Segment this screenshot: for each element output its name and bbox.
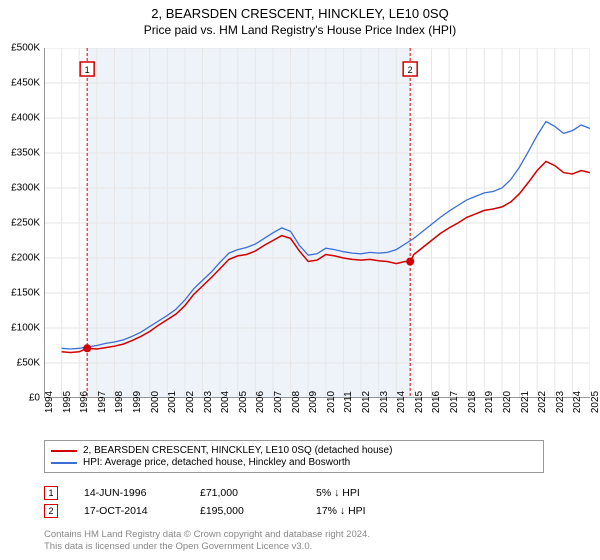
sale-row: 1 14-JUN-1996 £71,000 5% ↓ HPI [44, 486, 564, 500]
x-tick-label: 1999 [132, 391, 143, 413]
x-tick-label: 2005 [238, 391, 249, 413]
chart-subtitle: Price paid vs. HM Land Registry's House … [0, 23, 600, 37]
x-tick-label: 2014 [396, 391, 407, 413]
x-tick-label: 2006 [255, 391, 266, 413]
x-tick-label: 2003 [203, 391, 214, 413]
x-tick-label: 2021 [520, 391, 531, 413]
legend: 2, BEARSDEN CRESCENT, HINCKLEY, LE10 0SQ… [44, 440, 544, 473]
x-tick-label: 2025 [590, 391, 600, 413]
x-axis: 1994199519961997199819992000200120022003… [44, 398, 590, 438]
sale-date: 14-JUN-1996 [84, 487, 174, 499]
x-tick-label: 2009 [308, 391, 319, 413]
y-tick-label: £100K [11, 323, 40, 334]
legend-swatch [51, 450, 77, 452]
x-tick-label: 2002 [185, 391, 196, 413]
x-tick-label: 2013 [379, 391, 390, 413]
x-tick-label: 2007 [273, 391, 284, 413]
y-tick-label: £50K [17, 358, 40, 369]
sale-diff: 17% ↓ HPI [316, 505, 406, 517]
legend-label: HPI: Average price, detached house, Hinc… [83, 457, 350, 468]
x-tick-label: 1995 [62, 391, 73, 413]
x-tick-label: 2016 [431, 391, 442, 413]
x-tick-label: 2020 [502, 391, 513, 413]
x-tick-label: 2018 [467, 391, 478, 413]
legend-item: 2, BEARSDEN CRESCENT, HINCKLEY, LE10 0SQ… [51, 445, 537, 456]
y-tick-label: £250K [11, 218, 40, 229]
legend-label: 2, BEARSDEN CRESCENT, HINCKLEY, LE10 0SQ… [83, 445, 392, 456]
y-tick-label: £0 [29, 393, 40, 404]
x-tick-label: 2015 [414, 391, 425, 413]
sales-table: 1 14-JUN-1996 £71,000 5% ↓ HPI 2 17-OCT-… [44, 482, 564, 522]
sale-date: 17-OCT-2014 [84, 505, 174, 517]
line-chart: 12 [44, 48, 590, 398]
sale-row: 2 17-OCT-2014 £195,000 17% ↓ HPI [44, 504, 564, 518]
y-tick-label: £200K [11, 253, 40, 264]
x-tick-label: 2017 [449, 391, 460, 413]
y-tick-label: £400K [11, 113, 40, 124]
legend-swatch [51, 462, 77, 464]
x-tick-label: 2011 [343, 391, 354, 413]
x-tick-label: 1997 [97, 391, 108, 413]
x-tick-label: 2019 [484, 391, 495, 413]
y-tick-label: £500K [11, 43, 40, 54]
svg-text:1: 1 [85, 65, 90, 75]
x-tick-label: 2001 [167, 391, 178, 413]
x-tick-label: 2000 [150, 391, 161, 413]
y-tick-label: £150K [11, 288, 40, 299]
svg-text:2: 2 [408, 65, 413, 75]
chart-area: 12 [44, 48, 590, 398]
x-tick-label: 2004 [220, 391, 231, 413]
y-tick-label: £450K [11, 78, 40, 89]
x-tick-label: 2023 [555, 391, 566, 413]
x-tick-label: 2012 [361, 391, 372, 413]
legend-item: HPI: Average price, detached house, Hinc… [51, 457, 537, 468]
x-tick-label: 2008 [291, 391, 302, 413]
x-tick-label: 2010 [326, 391, 337, 413]
x-tick-label: 1998 [114, 391, 125, 413]
sale-marker-icon: 1 [44, 486, 58, 500]
footer-attribution: Contains HM Land Registry data © Crown c… [44, 529, 370, 553]
sale-diff: 5% ↓ HPI [316, 487, 406, 499]
y-tick-label: £350K [11, 148, 40, 159]
x-tick-label: 2024 [572, 391, 583, 413]
y-tick-label: £300K [11, 183, 40, 194]
sale-price: £195,000 [200, 505, 290, 517]
x-tick-label: 1994 [44, 391, 55, 413]
chart-container: 2, BEARSDEN CRESCENT, HINCKLEY, LE10 0SQ… [0, 0, 600, 560]
sale-price: £71,000 [200, 487, 290, 499]
title-area: 2, BEARSDEN CRESCENT, HINCKLEY, LE10 0SQ… [0, 0, 600, 37]
sale-marker-icon: 2 [44, 504, 58, 518]
x-tick-label: 2022 [537, 391, 548, 413]
y-axis: £0£50K£100K£150K£200K£250K£300K£350K£400… [0, 48, 44, 398]
chart-title: 2, BEARSDEN CRESCENT, HINCKLEY, LE10 0SQ [0, 6, 600, 21]
x-tick-label: 1996 [79, 391, 90, 413]
